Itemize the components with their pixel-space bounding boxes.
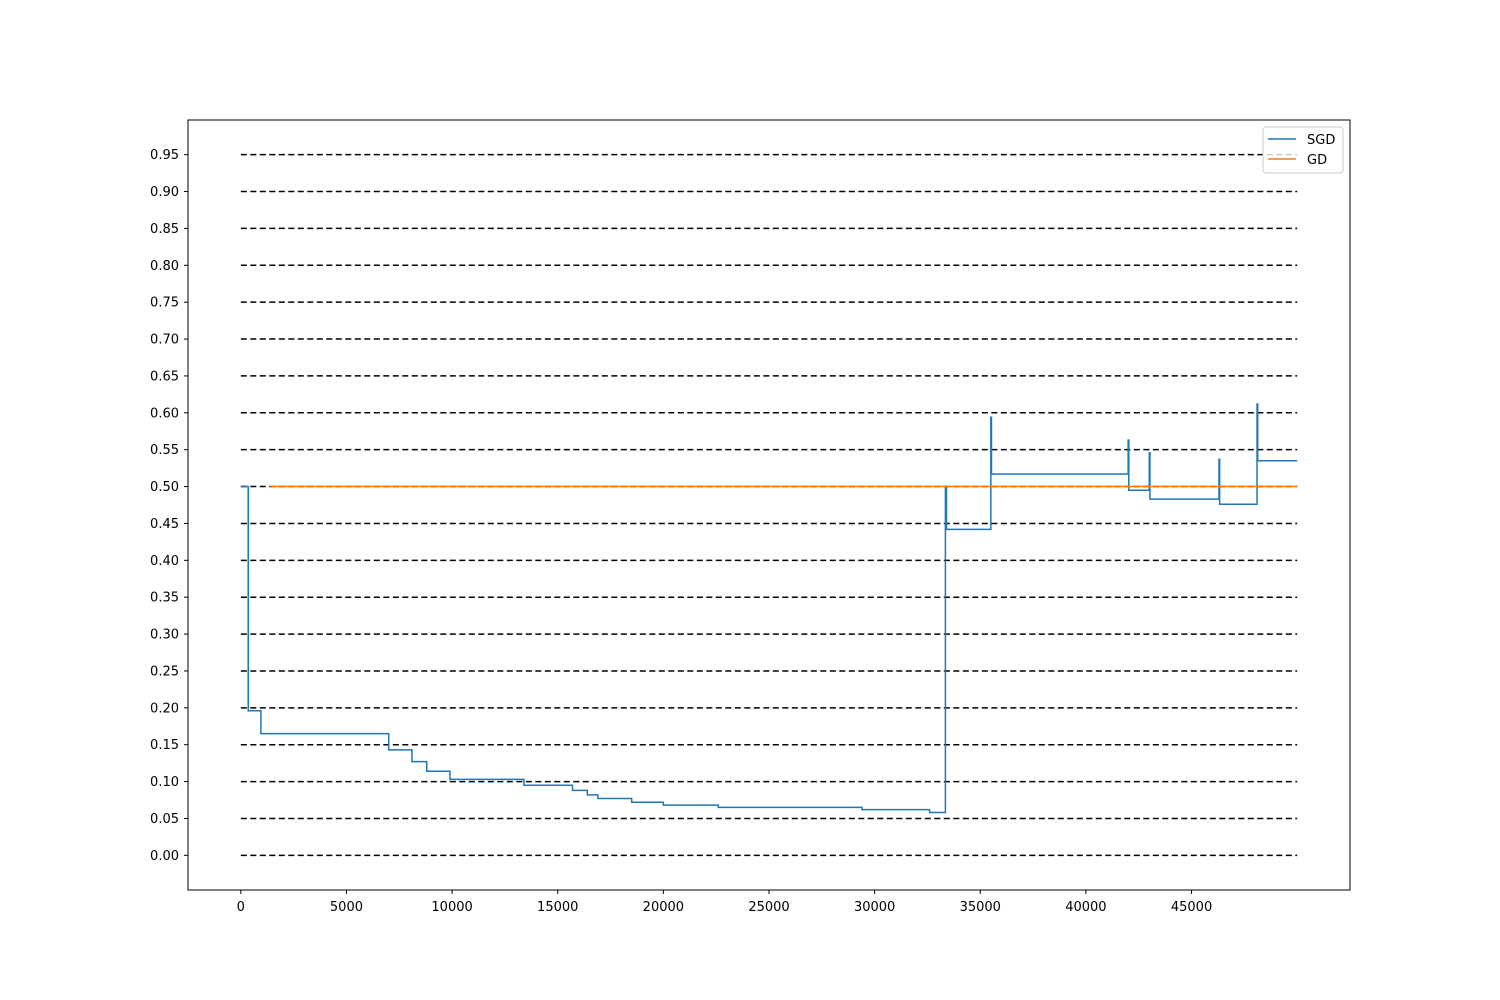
y-tick-label: 0.45 bbox=[150, 517, 179, 532]
y-tick-label: 0.55 bbox=[150, 443, 179, 458]
legend-label-gd: GD bbox=[1307, 153, 1327, 168]
x-tick-label: 25000 bbox=[748, 900, 789, 915]
y-axis: 0.00 0.05 0.10 0.15 0.20 0.25 0.30 0.35 0.40 0.45… bbox=[150, 148, 188, 864]
x-tick-label: 35000 bbox=[960, 900, 1001, 915]
y-tick-label: 0.80 bbox=[150, 259, 179, 274]
legend: SGD GD bbox=[1262, 126, 1344, 174]
legend-label-sgd: SGD bbox=[1307, 133, 1335, 148]
x-tick-label: 15000 bbox=[537, 900, 578, 915]
y-tick-label: 0.10 bbox=[150, 775, 179, 790]
y-tick-label: 0.40 bbox=[150, 554, 179, 569]
y-tick-label: 0.35 bbox=[150, 591, 179, 606]
x-tick-label: 30000 bbox=[854, 900, 895, 915]
y-tick-label: 0.15 bbox=[150, 738, 179, 753]
x-tick-label: 40000 bbox=[1065, 900, 1106, 915]
x-tick-label: 45000 bbox=[1171, 900, 1212, 915]
y-tick-label: 0.00 bbox=[150, 849, 179, 864]
y-tick-label: 0.65 bbox=[150, 369, 179, 384]
x-tick-label: 0 bbox=[237, 900, 245, 915]
y-tick-label: 0.60 bbox=[150, 406, 179, 421]
y-tick-label: 0.30 bbox=[150, 628, 179, 643]
series-line-sgd bbox=[240, 403, 1298, 814]
x-tick-label: 10000 bbox=[431, 900, 472, 915]
y-tick-label: 0.70 bbox=[150, 333, 179, 348]
y-tick-label: 0.05 bbox=[150, 812, 179, 827]
x-tick-label: 5000 bbox=[330, 900, 363, 915]
reference-lines bbox=[240, 153, 1298, 857]
y-tick-label: 0.85 bbox=[150, 222, 179, 237]
y-tick-label: 0.95 bbox=[150, 148, 179, 163]
x-axis: 0 5000 10000 15000 20000 25000 30000 35000 40000… bbox=[237, 890, 1212, 915]
plot-frame bbox=[187, 119, 1351, 891]
y-tick-label: 0.90 bbox=[150, 185, 179, 200]
y-tick-label: 0.25 bbox=[150, 664, 179, 679]
y-tick-label: 0.50 bbox=[150, 480, 179, 495]
x-tick-label: 20000 bbox=[643, 900, 684, 915]
y-tick-label: 0.20 bbox=[150, 701, 179, 716]
y-tick-label: 0.75 bbox=[150, 296, 179, 311]
series-lines bbox=[240, 403, 1298, 814]
